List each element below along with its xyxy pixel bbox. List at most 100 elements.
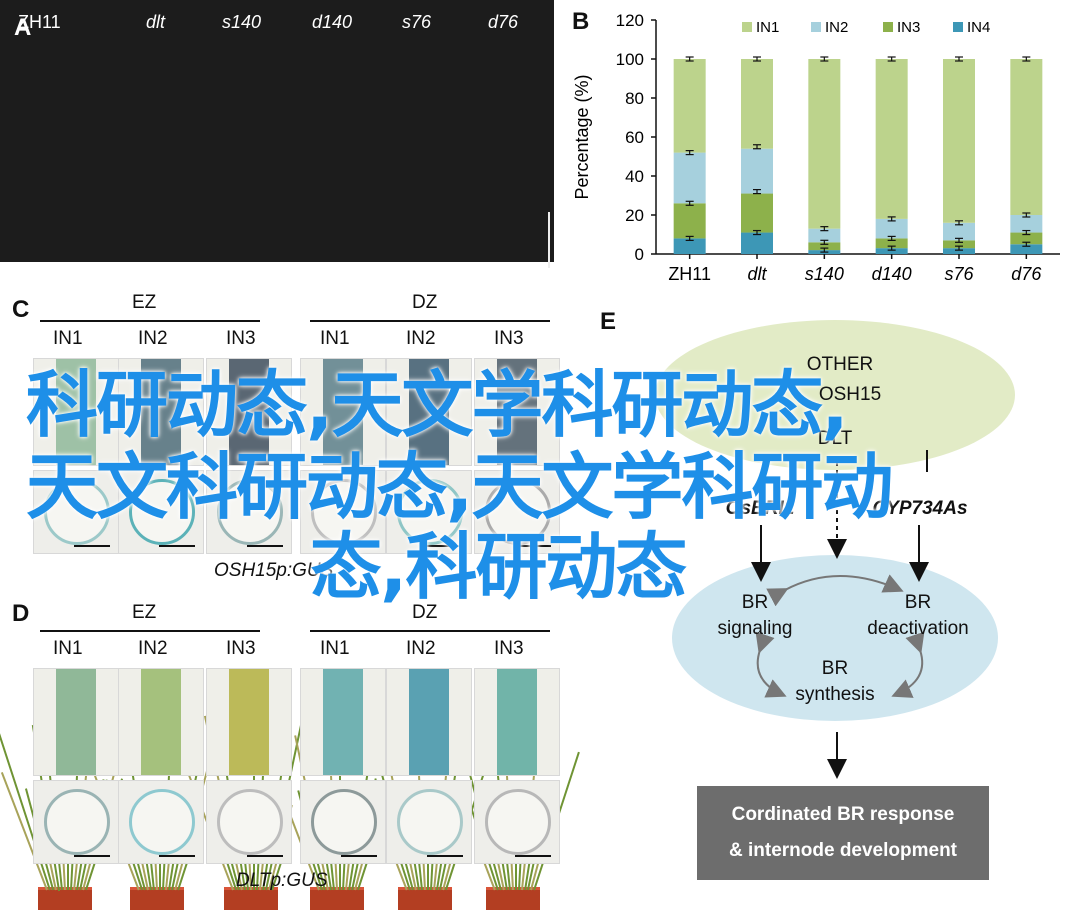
bar-segment bbox=[741, 59, 773, 149]
bar-segment bbox=[875, 59, 908, 219]
bar-segment bbox=[1010, 59, 1043, 215]
response-box: Cordinated BR response & internode devel… bbox=[697, 786, 989, 880]
y-tick-label: 60 bbox=[625, 128, 644, 147]
watermark-line-3: 态,科研动态 bbox=[310, 525, 687, 609]
zone-label: DZ bbox=[412, 292, 438, 313]
internode-label: IN2 bbox=[406, 328, 436, 349]
internode-label: IN1 bbox=[53, 638, 83, 659]
bar-segment bbox=[875, 238, 908, 249]
stem-longitudinal-image bbox=[300, 358, 386, 466]
regulator-ellipse bbox=[655, 320, 1015, 470]
legend-label: IN1 bbox=[756, 19, 779, 36]
stem-cross-section-image bbox=[474, 780, 560, 864]
plant-label: d76 bbox=[488, 12, 519, 32]
stem-longitudinal-image bbox=[206, 668, 292, 776]
x-tick-label: s140 bbox=[805, 264, 844, 284]
regulator-label-3: DLT bbox=[817, 428, 853, 449]
bar-segment bbox=[943, 59, 975, 223]
bar-segment bbox=[741, 193, 773, 233]
br-deactivation-label: BR deactivation bbox=[867, 592, 969, 639]
internode-label: IN2 bbox=[138, 328, 168, 349]
zone-bracket bbox=[40, 320, 260, 322]
bar-segment bbox=[943, 248, 975, 254]
legend-label: IN4 bbox=[967, 19, 990, 36]
y-tick-label: 20 bbox=[625, 206, 644, 225]
stem-longitudinal-image bbox=[474, 358, 560, 466]
internode-label: IN1 bbox=[320, 638, 350, 659]
stem-cross-section-image bbox=[33, 780, 119, 864]
plant-label: dlt bbox=[146, 12, 166, 32]
panel-c-letter: C bbox=[12, 296, 30, 323]
internode-label: IN2 bbox=[406, 638, 436, 659]
internode-label: IN1 bbox=[320, 328, 350, 349]
stem-cross-section-image bbox=[300, 470, 386, 554]
internode-label: IN3 bbox=[226, 328, 256, 349]
internode-label: IN1 bbox=[53, 328, 83, 349]
legend-swatch bbox=[883, 22, 893, 32]
panel-d-letter: D bbox=[12, 600, 30, 627]
bar-segment bbox=[1010, 232, 1043, 245]
plant-label: d140 bbox=[312, 12, 353, 32]
response-line-1: Cordinated BR response bbox=[731, 804, 955, 825]
bar-segment bbox=[808, 228, 841, 243]
response-line-2: & internode development bbox=[728, 840, 958, 861]
stem-longitudinal-image bbox=[33, 668, 119, 776]
gene-osbri1: OsBRI1 bbox=[725, 498, 795, 519]
legend-swatch bbox=[953, 22, 963, 32]
regulator-label-2: OSH15 bbox=[818, 384, 882, 405]
watermark-line-2: 天文科研动态,天文学科研动 bbox=[26, 445, 893, 529]
stem-longitudinal-image bbox=[118, 668, 204, 776]
zone-bracket bbox=[40, 630, 260, 632]
reporter-caption: OSH15p:GUS bbox=[214, 560, 334, 581]
panel-b-letter: B bbox=[572, 8, 590, 35]
stem-cross-section-image bbox=[206, 780, 292, 864]
bar-segment bbox=[875, 218, 908, 239]
y-tick-label: 40 bbox=[625, 167, 644, 186]
zone-bracket bbox=[310, 320, 550, 322]
legend-label: IN3 bbox=[897, 19, 920, 36]
legend-swatch bbox=[742, 22, 752, 32]
internode-label: IN2 bbox=[138, 638, 168, 659]
stem-cross-section-image bbox=[386, 780, 472, 864]
bar-segment bbox=[673, 152, 706, 204]
bar-segment bbox=[808, 59, 841, 229]
x-tick-label: dlt bbox=[747, 264, 767, 284]
zone-label: DZ bbox=[412, 602, 438, 623]
bar-segment bbox=[673, 203, 706, 239]
stem-longitudinal-image bbox=[300, 668, 386, 776]
y-tick-label: 0 bbox=[635, 245, 644, 264]
bar-segment bbox=[943, 222, 975, 241]
plant-photo-panel: ZH11 dlt s140 d140 s76 d76 bbox=[0, 0, 580, 910]
bar-segment bbox=[875, 248, 908, 254]
panel-a-letter: A bbox=[14, 14, 32, 41]
bar-segment bbox=[808, 242, 841, 251]
gene-cyp734as: CYP734As bbox=[872, 498, 968, 519]
stem-cross-section-image bbox=[474, 470, 560, 554]
stem-cross-section-image bbox=[118, 470, 204, 554]
y-tick-label: 80 bbox=[625, 89, 644, 108]
internode-label: IN3 bbox=[494, 638, 524, 659]
stem-cross-section-image bbox=[300, 780, 386, 864]
x-tick-label: d76 bbox=[1011, 264, 1042, 284]
bar-segment bbox=[741, 232, 773, 254]
reporter-caption: DLTp:GUS bbox=[236, 870, 328, 891]
stacked-bar-chart: 0 20 40 60 80 100 120 Percentage (%) ZH11 dlt s140… bbox=[572, 11, 1060, 284]
y-axis-label: Percentage (%) bbox=[572, 74, 592, 199]
br-synthesis-label: BR synthesis bbox=[795, 658, 875, 705]
stem-cross-section-image bbox=[206, 470, 292, 554]
zone-bracket bbox=[310, 630, 550, 632]
bar-segment bbox=[673, 238, 706, 254]
x-tick-label: d140 bbox=[872, 264, 912, 284]
bar-segment bbox=[741, 148, 773, 194]
stem-longitudinal-image bbox=[386, 668, 472, 776]
x-tick-label: ZH11 bbox=[668, 264, 711, 284]
stem-cross-section-image bbox=[386, 470, 472, 554]
stem-longitudinal-image bbox=[474, 668, 560, 776]
regulator-label-1: OTHER bbox=[806, 354, 874, 375]
panel-e-letter: E bbox=[600, 308, 617, 335]
model-diagram bbox=[655, 320, 1015, 779]
internode-label: IN3 bbox=[226, 638, 256, 659]
bar-segment bbox=[1010, 244, 1043, 254]
scale-bar bbox=[548, 212, 550, 268]
stem-longitudinal-image bbox=[118, 358, 204, 466]
